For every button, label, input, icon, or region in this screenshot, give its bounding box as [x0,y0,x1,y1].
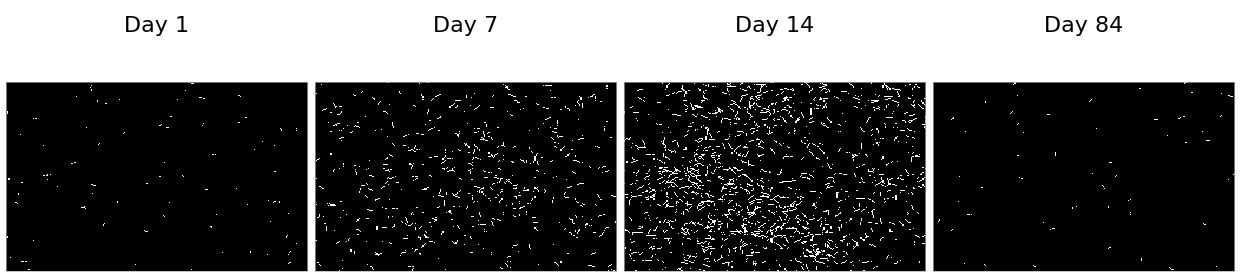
Text: Day 1: Day 1 [124,16,190,36]
Text: Day 14: Day 14 [735,16,813,36]
Text: Day 84: Day 84 [1044,16,1122,36]
Text: Day 7: Day 7 [433,16,498,36]
